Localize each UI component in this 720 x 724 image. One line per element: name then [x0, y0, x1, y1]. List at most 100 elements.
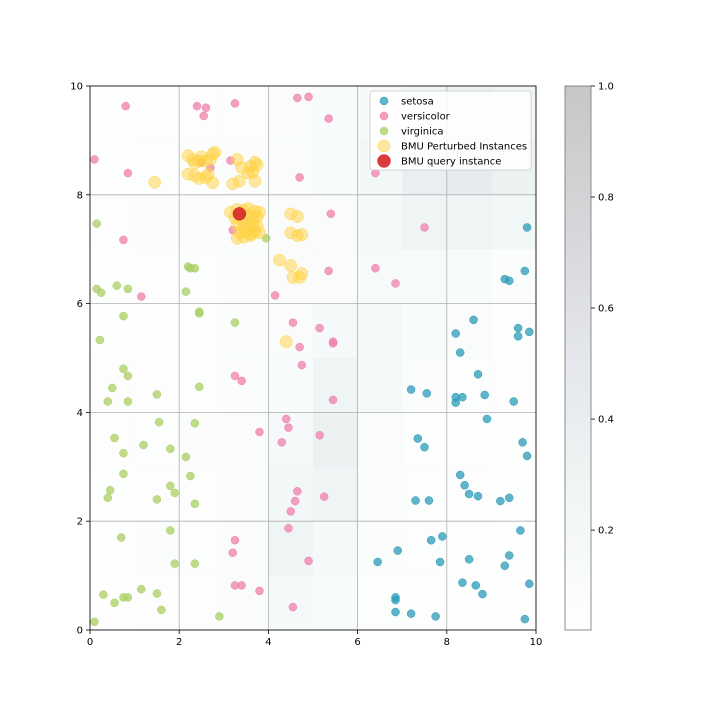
versicolor-point [284, 524, 293, 533]
setosa-point [496, 496, 505, 506]
versicolor-point [230, 535, 240, 545]
setosa-point [520, 266, 530, 276]
setosa-point [469, 315, 478, 325]
x-tick-label: 0 [87, 637, 93, 648]
virginica-point [95, 335, 105, 345]
legend-label-bmu-perturbed-instances: BMU Perturbed Instances [401, 142, 527, 153]
virginica-point [110, 433, 119, 443]
versicolor-point [119, 235, 128, 245]
legend-label-bmu-query-instance: BMU query instance [401, 157, 501, 168]
setosa-point [513, 323, 523, 333]
heatmap-cell [313, 86, 358, 141]
setosa-point [473, 370, 483, 379]
versicolor-point [297, 360, 307, 370]
virginica-point [119, 469, 128, 479]
heatmap-cell [402, 521, 448, 576]
setosa-point [504, 276, 514, 286]
versicolor-point [304, 556, 313, 566]
heatmap-cell [313, 466, 358, 522]
setosa-point [509, 397, 518, 406]
scatter-points [90, 92, 534, 627]
versicolor-point [315, 430, 324, 440]
versicolor-point [293, 93, 302, 103]
heatmap-cell [446, 249, 492, 304]
setosa-point [473, 491, 483, 501]
legend: setosa versicolor virginica BMU Perturbed I… [369, 90, 532, 171]
bmu-perturbed-instances-point [295, 267, 309, 280]
x-tick-label: 2 [176, 637, 182, 648]
setosa-point [504, 551, 514, 560]
heatmap-cell [446, 521, 492, 576]
heatmap-cell [402, 303, 448, 359]
heatmap-cell [90, 521, 135, 576]
heatmap-cell [179, 575, 225, 631]
heatmap-cell [402, 412, 448, 468]
heatmap-cell [223, 466, 269, 522]
versicolor-point [237, 376, 246, 386]
heatmap-cell [357, 412, 403, 468]
setosa-point [513, 331, 523, 341]
virginica-point [110, 598, 119, 608]
bmu-perturbed-instances-point [291, 210, 304, 223]
setosa-point [413, 434, 423, 443]
x-tick-label: 6 [354, 637, 360, 648]
setosa-point [411, 496, 420, 505]
heatmap-cell [446, 575, 492, 631]
bmu-perturbed-instances-point [206, 176, 219, 190]
heatmap-cell [268, 358, 314, 413]
y-tick-label: 8 [77, 190, 83, 201]
colorbar-tick-label: 0.6 [598, 304, 614, 315]
x-tick-label: 4 [265, 637, 271, 648]
heatmap-cell [313, 412, 358, 468]
colorbar-ticks: 0.2 0.4 0.6 0.8 1.0 [591, 82, 614, 537]
setosa-point [373, 557, 382, 567]
virginica-point [166, 444, 175, 454]
heatmap-cell [223, 412, 269, 468]
y-tick-label: 2 [77, 517, 83, 528]
setosa-point [451, 398, 460, 407]
heatmap-cell [313, 358, 358, 413]
setosa-point [522, 451, 532, 461]
virginica-point [170, 559, 179, 568]
heatmap-cell [357, 358, 403, 413]
versicolor-point [295, 173, 304, 182]
heatmap-cell [134, 303, 180, 359]
versicolor-point [137, 292, 146, 301]
virginica-point [108, 383, 117, 393]
heatmap-cell [268, 412, 314, 468]
setosa-point [406, 609, 416, 618]
heatmap-cell [90, 303, 135, 359]
setosa-point [420, 442, 429, 452]
heatmap-cell [357, 194, 403, 250]
legend-label-versicolor: versicolor [401, 112, 451, 123]
versicolor-point [199, 111, 208, 121]
heatmap-cell [313, 575, 358, 631]
bmu-perturbed-instances-point [233, 174, 246, 188]
virginica-point [119, 448, 128, 458]
virginica-point [119, 364, 128, 374]
heatmap-cell [268, 575, 314, 631]
versicolor-point [230, 371, 240, 381]
y-tick-label: 0 [77, 626, 83, 637]
heatmap-cell [402, 358, 448, 413]
bmu-perturbed-instances-point [295, 228, 309, 241]
virginica-point [186, 263, 195, 273]
setosa-point [391, 595, 400, 605]
virginica-point [154, 417, 164, 427]
heatmap-cell [134, 194, 180, 250]
bmu-perturbed-instances-point [148, 176, 161, 189]
virginica-point [137, 584, 146, 594]
versicolor-point [281, 414, 291, 424]
setosa-point [431, 612, 440, 621]
colorbar-tick-label: 1.0 [598, 82, 614, 93]
versicolor-point [288, 602, 298, 612]
setosa-point [478, 589, 487, 599]
setosa-point [455, 470, 465, 480]
heatmap-cell [268, 303, 314, 359]
bmu-perturbed-instances-point [248, 174, 262, 188]
virginica-point [92, 219, 101, 228]
bmu-perturbed-instances-point [242, 166, 255, 180]
setosa-point [455, 348, 465, 357]
virginica-point [195, 309, 204, 318]
